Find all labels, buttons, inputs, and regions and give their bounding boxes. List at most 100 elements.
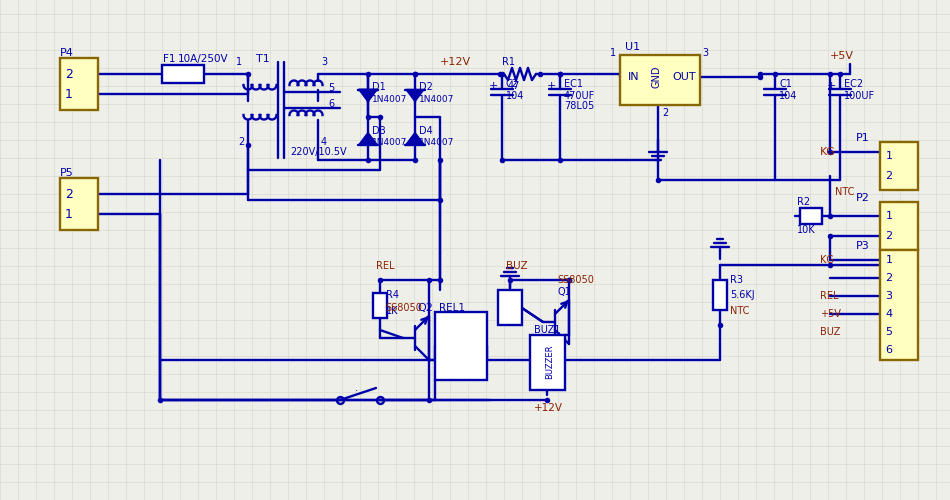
Text: P4: P4 xyxy=(60,48,74,58)
Text: D4: D4 xyxy=(419,126,433,136)
Text: 1N4007: 1N4007 xyxy=(419,138,454,147)
Text: D2: D2 xyxy=(419,82,433,92)
Text: SS8050: SS8050 xyxy=(385,303,422,313)
Text: KG: KG xyxy=(820,255,834,265)
Bar xyxy=(498,290,522,325)
Text: EC2: EC2 xyxy=(844,79,864,89)
Text: 47: 47 xyxy=(508,81,521,91)
Text: R4: R4 xyxy=(386,290,399,300)
Bar xyxy=(880,142,918,190)
Polygon shape xyxy=(359,90,377,102)
Text: 104: 104 xyxy=(506,91,524,101)
Text: BUZ: BUZ xyxy=(506,261,527,271)
Text: 2: 2 xyxy=(885,273,893,283)
Text: 1: 1 xyxy=(885,211,892,221)
Text: Q2: Q2 xyxy=(417,303,433,313)
Text: REL1: REL1 xyxy=(439,303,465,313)
Text: 3: 3 xyxy=(702,48,708,58)
Text: T1: T1 xyxy=(256,54,270,64)
Text: D1: D1 xyxy=(372,82,386,92)
Text: 6: 6 xyxy=(328,99,334,109)
Text: IN: IN xyxy=(628,72,639,82)
Text: +: + xyxy=(546,81,556,91)
Text: 1N4007: 1N4007 xyxy=(419,95,454,104)
Text: BUZ: BUZ xyxy=(820,327,841,337)
Text: 104: 104 xyxy=(779,91,797,101)
Text: 5: 5 xyxy=(328,83,334,93)
Text: NTC: NTC xyxy=(835,187,854,197)
Bar xyxy=(620,55,700,105)
Text: 220V/10.5V: 220V/10.5V xyxy=(290,147,347,157)
Text: +12V: +12V xyxy=(440,57,471,67)
Text: KG: KG xyxy=(820,147,836,157)
Bar xyxy=(60,178,98,230)
Text: :: : xyxy=(354,387,357,397)
Text: 2: 2 xyxy=(238,137,244,147)
Bar xyxy=(435,312,487,380)
Text: P5: P5 xyxy=(60,168,74,178)
Text: C1: C1 xyxy=(779,79,792,89)
Text: 10K: 10K xyxy=(797,225,816,235)
Text: REL: REL xyxy=(376,261,394,271)
Text: 1: 1 xyxy=(65,208,73,220)
Polygon shape xyxy=(406,90,424,102)
Text: OUT: OUT xyxy=(672,72,695,82)
Text: R3: R3 xyxy=(730,275,743,285)
Bar xyxy=(60,58,98,110)
Text: 3: 3 xyxy=(321,57,327,67)
Text: 1: 1 xyxy=(885,151,892,161)
Text: 3: 3 xyxy=(885,291,892,301)
Text: 2: 2 xyxy=(885,171,893,181)
Text: 6: 6 xyxy=(885,345,892,355)
Text: C2: C2 xyxy=(506,79,519,89)
Text: 1N4007: 1N4007 xyxy=(372,138,408,147)
Text: 4: 4 xyxy=(885,309,893,319)
Text: 100UF: 100UF xyxy=(844,91,875,101)
Polygon shape xyxy=(359,132,377,144)
Text: 470UF: 470UF xyxy=(564,91,596,101)
Text: F1: F1 xyxy=(163,54,176,64)
Polygon shape xyxy=(359,90,377,102)
Text: EC1: EC1 xyxy=(564,79,583,89)
Bar xyxy=(880,202,918,250)
Text: P3: P3 xyxy=(856,241,870,251)
Text: BUZZER: BUZZER xyxy=(545,345,555,379)
Text: NTC: NTC xyxy=(730,306,750,316)
Text: 5: 5 xyxy=(885,327,892,337)
Text: 1: 1 xyxy=(610,48,617,58)
Text: P1: P1 xyxy=(856,133,870,143)
Text: D3: D3 xyxy=(372,126,386,136)
Text: 1: 1 xyxy=(65,88,73,101)
Text: +12V: +12V xyxy=(534,403,563,413)
Text: 2: 2 xyxy=(885,231,893,241)
Text: R2: R2 xyxy=(797,197,810,207)
Bar xyxy=(800,208,822,224)
Text: +5V: +5V xyxy=(820,309,841,319)
Text: R1: R1 xyxy=(502,57,515,67)
Text: 1: 1 xyxy=(885,255,892,265)
Text: 2: 2 xyxy=(65,68,73,80)
Text: 1N4007: 1N4007 xyxy=(372,95,408,104)
Bar xyxy=(162,65,204,83)
Text: 10A/250V: 10A/250V xyxy=(178,54,229,64)
Text: 78L05: 78L05 xyxy=(564,101,595,111)
Text: 1K: 1K xyxy=(386,306,398,316)
Text: Q1: Q1 xyxy=(557,287,571,297)
Text: P2: P2 xyxy=(856,193,870,203)
Text: U1: U1 xyxy=(625,42,640,52)
Text: +: + xyxy=(488,81,498,91)
Text: 2: 2 xyxy=(662,108,668,118)
Text: SS8050: SS8050 xyxy=(557,275,594,285)
Polygon shape xyxy=(406,132,424,144)
Text: BUZ1: BUZ1 xyxy=(534,325,560,335)
Text: REL: REL xyxy=(820,291,839,301)
Bar xyxy=(373,292,387,318)
Text: 1: 1 xyxy=(236,57,242,67)
Text: +5V: +5V xyxy=(830,51,854,61)
Text: +: + xyxy=(826,81,836,91)
Text: 2: 2 xyxy=(65,188,73,200)
Text: 5.6KJ: 5.6KJ xyxy=(730,290,754,300)
Bar xyxy=(713,280,727,310)
Text: GND: GND xyxy=(652,66,662,88)
Bar xyxy=(880,250,918,360)
